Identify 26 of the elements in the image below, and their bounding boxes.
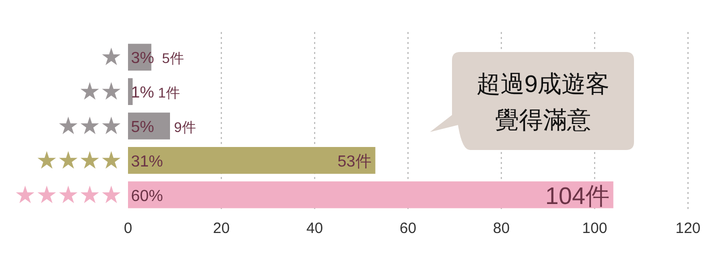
bar xyxy=(128,112,170,140)
annotation: 31% xyxy=(131,153,164,170)
x-tick-label: 100 xyxy=(582,220,608,237)
x-tick-label: 40 xyxy=(306,220,324,237)
data-label: 104件 xyxy=(545,182,610,210)
bar xyxy=(128,181,614,208)
bar xyxy=(128,78,133,106)
x-tick-label: 120 xyxy=(675,220,701,237)
annotation: 5% xyxy=(131,119,154,136)
y-tick-label: ★★ xyxy=(78,78,122,106)
y-tick-label: ★★★ xyxy=(57,113,122,140)
data-label: 53件 xyxy=(338,153,372,170)
annotation: 60% xyxy=(131,188,164,205)
bar xyxy=(128,146,376,174)
x-tick-label: 80 xyxy=(492,220,510,237)
x-tick-label: 0 xyxy=(124,220,132,237)
x-tick-label: 20 xyxy=(212,220,230,237)
y-tick-label: ★★★★★ xyxy=(14,182,122,209)
data-label: 9件 xyxy=(174,119,196,135)
data-label: 5件 xyxy=(162,50,184,66)
x-tick-label: 60 xyxy=(400,220,416,237)
y-tick-label: ★ xyxy=(100,44,122,72)
y-tick-label: ★★★★ xyxy=(36,147,122,174)
annotation: 超過9成遊客覺得滿意 xyxy=(476,71,610,134)
annotation: 1% xyxy=(131,84,154,102)
data-label: 1件 xyxy=(158,84,180,101)
